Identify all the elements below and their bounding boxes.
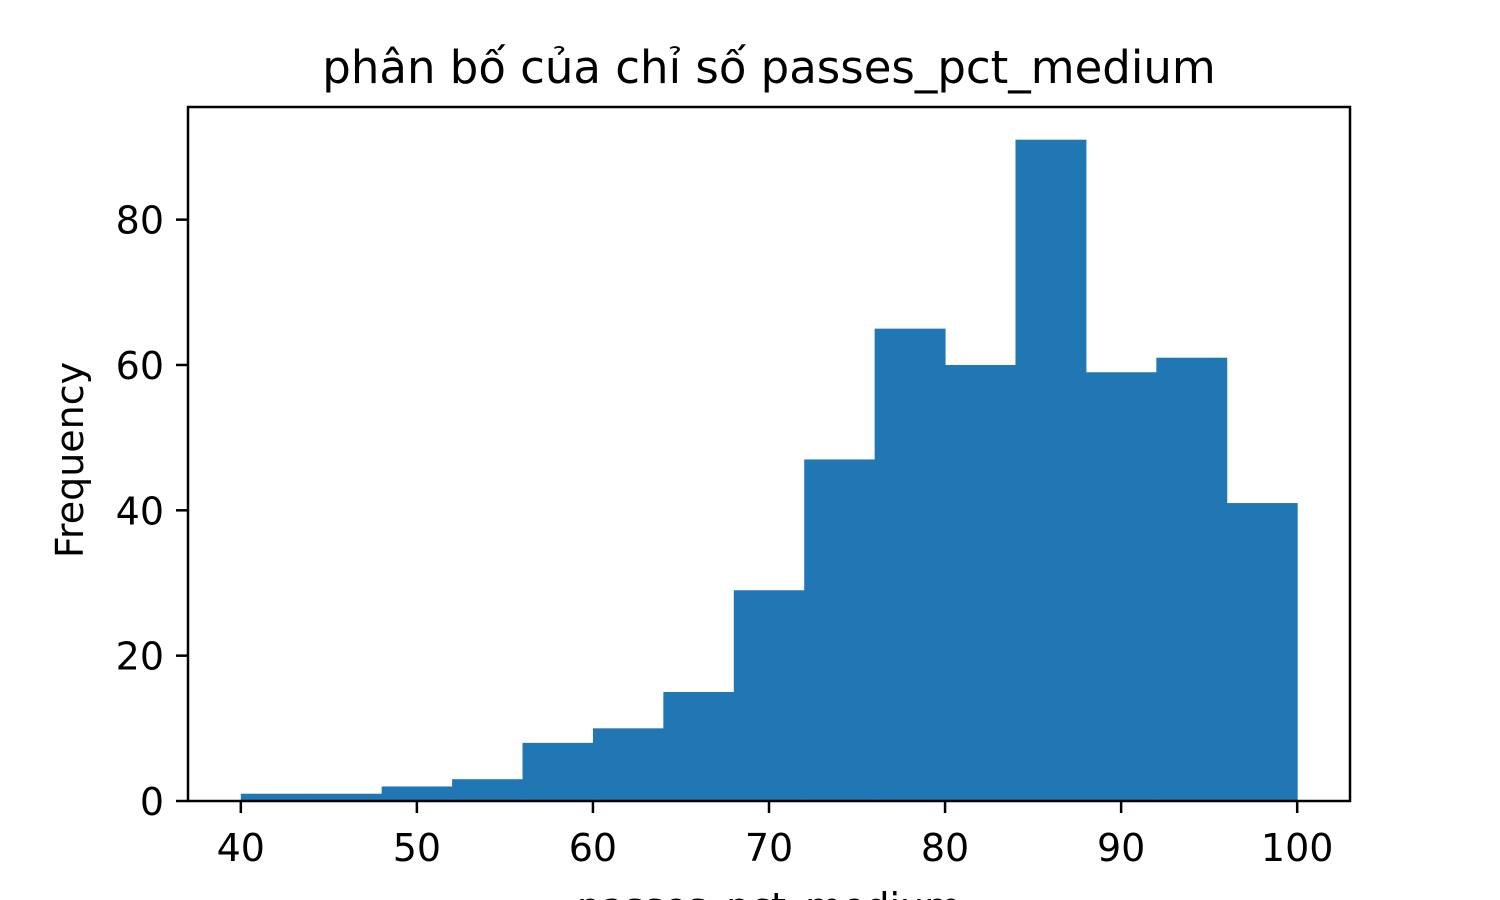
histogram-bar — [733, 590, 805, 801]
bars-group — [240, 139, 1298, 802]
y-tick-label: 80 — [116, 199, 164, 243]
y-tick-label: 20 — [116, 635, 164, 679]
histogram-bar — [381, 786, 453, 801]
chart-title: phân bố của chỉ số passes_pct_medium — [322, 41, 1215, 94]
histogram-bar — [874, 328, 946, 801]
histogram-bar — [452, 779, 524, 801]
x-tick-label: 70 — [745, 826, 793, 870]
y-tick-label: 40 — [116, 489, 164, 533]
x-tick-label: 60 — [569, 826, 617, 870]
histogram-bar — [311, 793, 383, 801]
histogram-bar — [240, 793, 312, 801]
y-tick-label: 0 — [140, 780, 164, 824]
x-tick-label: 100 — [1261, 826, 1334, 870]
x-tick-label: 80 — [921, 826, 969, 870]
histogram-bar — [1156, 357, 1228, 801]
histogram-bar — [804, 459, 876, 801]
x-tick-label: 40 — [217, 826, 265, 870]
histogram-bar — [663, 691, 735, 801]
histogram-bar — [1015, 139, 1087, 802]
histogram-bar — [522, 742, 594, 801]
histogram-bar — [1085, 372, 1157, 801]
y-axis-ticks: 0 20 40 60 80 — [116, 199, 188, 824]
y-tick-label: 60 — [116, 344, 164, 388]
x-tick-label: 90 — [1097, 826, 1145, 870]
x-axis-ticks: 40 50 60 70 80 90 100 — [217, 801, 1334, 870]
histogram-bar — [592, 728, 664, 801]
x-axis-label: passes_pct_medium — [577, 885, 961, 900]
histogram-bar — [1226, 503, 1298, 801]
x-tick-label: 50 — [393, 826, 441, 870]
histogram-bar — [945, 364, 1016, 801]
y-axis-label: Frequency — [48, 362, 92, 558]
